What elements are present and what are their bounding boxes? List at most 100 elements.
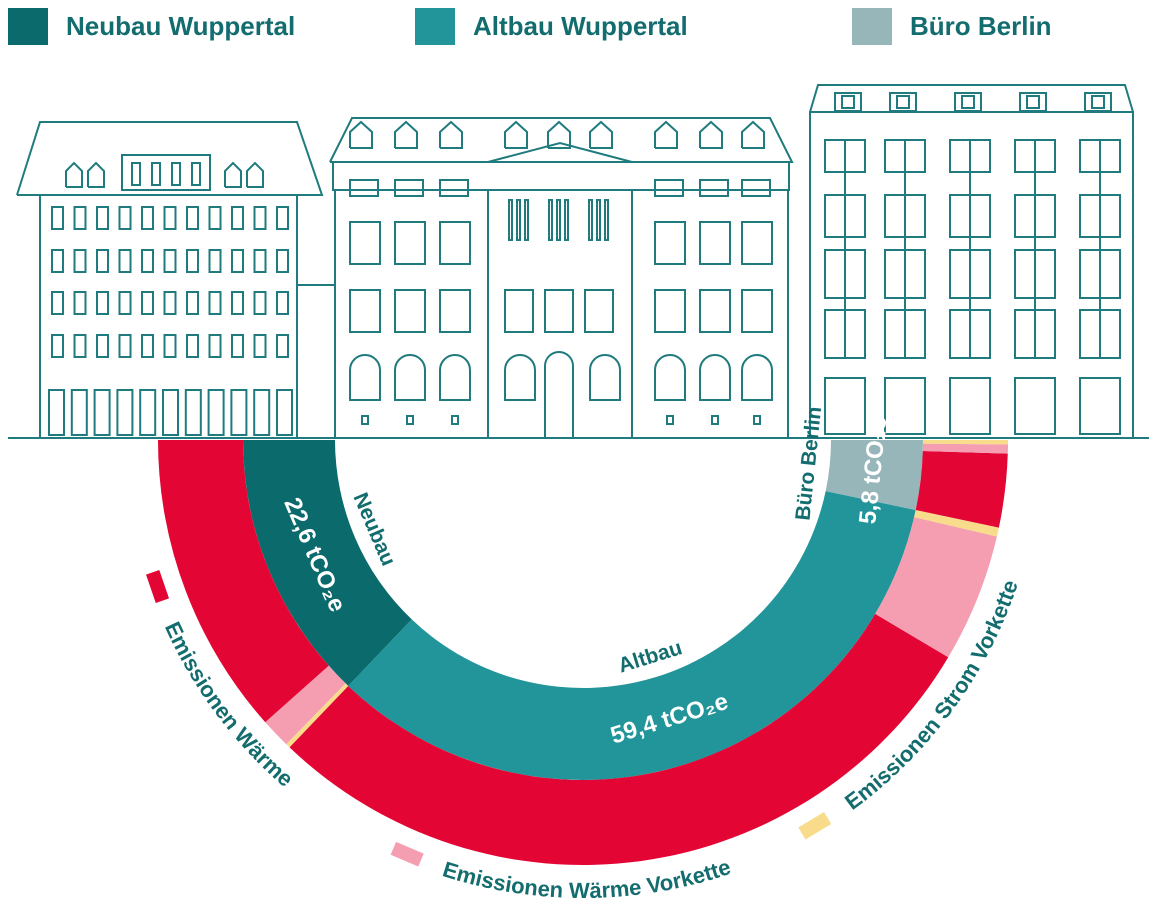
building-outline xyxy=(51,291,64,315)
building-outline xyxy=(394,289,426,333)
building-outline xyxy=(556,199,561,241)
building-outline xyxy=(439,289,471,333)
building-outline xyxy=(230,389,248,436)
building-outline xyxy=(834,92,862,112)
building-outline xyxy=(584,289,614,333)
building-outline xyxy=(439,120,463,149)
building-outline xyxy=(741,179,771,197)
building-outline xyxy=(70,389,88,436)
building-outline xyxy=(654,179,684,197)
building-outline xyxy=(96,249,109,273)
building-outline xyxy=(16,121,324,196)
building-outline xyxy=(65,161,83,188)
outer-segment xyxy=(875,517,997,658)
building-outline xyxy=(51,206,64,230)
building-outline xyxy=(954,92,982,112)
building-outline xyxy=(51,249,64,273)
building-outline xyxy=(741,120,765,149)
building-outline xyxy=(516,199,521,241)
building-outline xyxy=(1079,377,1121,435)
building-outline xyxy=(186,334,199,358)
legend-swatch xyxy=(852,8,892,45)
building-outline xyxy=(504,120,528,149)
outer-segment xyxy=(265,665,346,745)
outer-segment xyxy=(922,440,1008,445)
legend-label: Neubau Wuppertal xyxy=(66,11,295,41)
building-outline xyxy=(163,206,177,230)
building-outline xyxy=(253,291,267,315)
building-outline xyxy=(961,95,975,109)
building-outline xyxy=(118,291,132,315)
building-outline xyxy=(276,249,289,273)
building-outline xyxy=(361,415,369,425)
window xyxy=(654,354,686,401)
window xyxy=(544,351,574,439)
building-outline xyxy=(93,389,111,436)
building-outline xyxy=(276,206,289,230)
building-outline xyxy=(654,289,686,333)
building-outline xyxy=(162,389,179,436)
building-outline xyxy=(741,289,773,333)
outer-segment xyxy=(915,450,1008,528)
building-outline xyxy=(654,221,686,265)
building-outline xyxy=(394,221,426,265)
building-outline xyxy=(564,199,569,241)
building-outline xyxy=(139,389,157,436)
building-outline xyxy=(699,179,729,197)
building-outline xyxy=(39,194,298,439)
building-outline xyxy=(171,162,181,186)
outer-segment xyxy=(286,683,349,748)
building-outline xyxy=(896,95,910,109)
building-outline xyxy=(51,334,64,358)
building-outline xyxy=(186,249,199,273)
building-outline xyxy=(699,289,731,333)
building-outline xyxy=(141,291,154,315)
building-outline xyxy=(596,199,601,241)
building-outline xyxy=(1026,95,1040,109)
window xyxy=(394,354,426,401)
building-outline xyxy=(96,334,109,358)
building-outline xyxy=(231,291,244,315)
building-outline xyxy=(544,289,574,333)
building-outline xyxy=(504,289,534,333)
outer-segment xyxy=(158,440,329,723)
building-outline xyxy=(73,291,87,315)
legend-swatch xyxy=(390,841,424,867)
building-outline xyxy=(332,161,790,191)
building-outline xyxy=(116,389,134,436)
building-outline xyxy=(666,415,674,425)
building-outline xyxy=(1084,92,1112,112)
building-outline xyxy=(699,221,731,265)
inner-segment xyxy=(243,440,412,686)
building-outline xyxy=(186,291,199,315)
legend-swatch xyxy=(146,570,170,603)
building-outline xyxy=(163,291,177,315)
building-outline xyxy=(118,249,132,273)
building-outline xyxy=(439,179,469,197)
building-outline xyxy=(548,199,553,241)
building-outline xyxy=(809,84,1134,113)
building-outline xyxy=(231,334,244,358)
building-outline xyxy=(96,291,109,315)
building-outline xyxy=(73,334,87,358)
building-outline xyxy=(547,120,571,149)
building-outline xyxy=(141,249,154,273)
building-outline xyxy=(711,415,719,425)
building-outline xyxy=(588,199,593,241)
building-outline xyxy=(208,334,222,358)
building-outline xyxy=(96,206,109,230)
building-outline xyxy=(451,415,459,425)
building-outline xyxy=(253,249,267,273)
building-outline xyxy=(131,162,141,186)
window xyxy=(349,354,381,401)
building-outline xyxy=(394,120,418,149)
building-outline xyxy=(949,377,991,435)
legend-label: Büro Berlin xyxy=(910,11,1052,41)
building-outline xyxy=(349,120,373,149)
legend-swatch xyxy=(415,8,455,45)
building-outline xyxy=(276,334,289,358)
building-outline xyxy=(73,206,87,230)
legend-swatch xyxy=(798,811,832,840)
building-outline xyxy=(276,291,289,315)
